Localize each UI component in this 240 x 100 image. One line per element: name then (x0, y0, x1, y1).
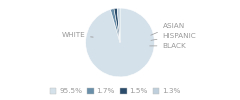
Wedge shape (114, 8, 120, 42)
Wedge shape (110, 9, 120, 42)
Wedge shape (86, 8, 154, 77)
Text: HISPANIC: HISPANIC (151, 33, 196, 40)
Text: WHITE: WHITE (61, 32, 93, 38)
Legend: 95.5%, 1.7%, 1.5%, 1.3%: 95.5%, 1.7%, 1.5%, 1.3% (47, 85, 184, 97)
Wedge shape (117, 8, 120, 42)
Text: BLACK: BLACK (150, 43, 186, 49)
Text: ASIAN: ASIAN (151, 22, 185, 35)
